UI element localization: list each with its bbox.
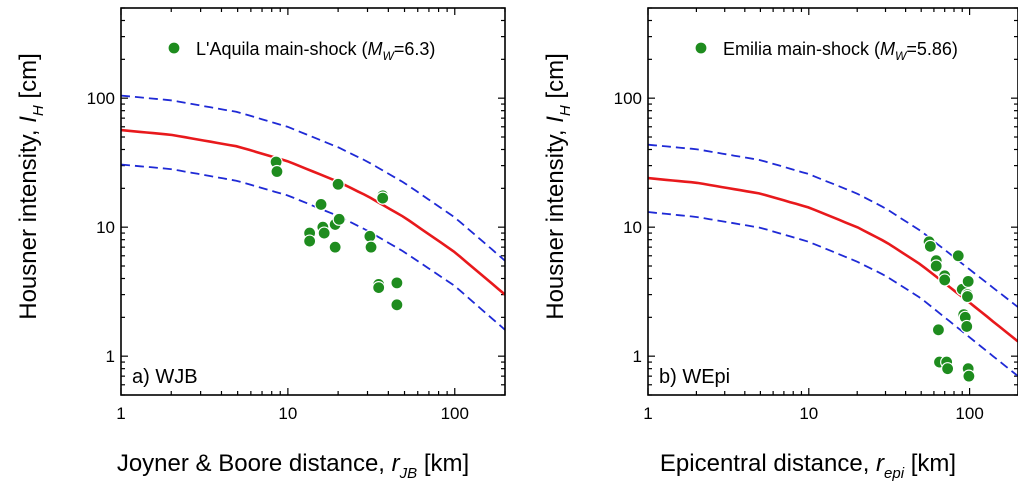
data-point <box>270 164 284 179</box>
x-tick-label: 10 <box>799 404 818 423</box>
data-point <box>960 289 975 304</box>
x-axis-symbol: r <box>392 450 401 477</box>
x-tick-label: 10 <box>278 404 297 423</box>
y-axis-symbol: I <box>15 116 42 123</box>
data-point <box>332 212 346 226</box>
plot-frame <box>120 7 506 396</box>
y-axis-unit: [cm] <box>15 53 42 105</box>
data-point <box>303 234 317 248</box>
data-point <box>951 249 965 263</box>
x-axis-label: Joyner & Boore distance, rJB [km] <box>117 450 469 481</box>
median-line <box>121 128 505 296</box>
y-tick-label: 1 <box>106 347 115 366</box>
ticks <box>647 7 1018 396</box>
lower-bound-line <box>648 211 1018 377</box>
legend-label: Emilia main-shock (MW=5.86) <box>723 39 958 63</box>
y-axis-symbol: I <box>542 116 569 123</box>
chart-panel-1: 1 10 100 1 10 100 a) WJB L'Aquila main-shock (M… <box>15 7 506 481</box>
median-line <box>648 176 1018 343</box>
x-tick-label: 1 <box>643 404 652 423</box>
legend-text: Emilia main-shock ( <box>723 39 880 59</box>
lower-bound-line <box>121 163 505 331</box>
legend-subscript: W <box>895 49 908 63</box>
data-point <box>923 239 937 253</box>
y-tick-label: 1 <box>633 347 642 366</box>
ticks <box>120 7 506 396</box>
data-point <box>931 323 946 337</box>
y-tick-label: 100 <box>87 89 115 108</box>
y-axis-label-text: Housner intensity, <box>542 123 569 320</box>
legend-symbol: M <box>368 39 383 59</box>
data-point <box>364 240 378 254</box>
data-points <box>922 235 976 383</box>
x-axis-symbol: r <box>876 450 885 477</box>
data-point <box>331 177 345 191</box>
x-axis-label-text: Joyner & Boore distance, <box>117 450 392 477</box>
data-point <box>962 369 976 383</box>
data-point <box>938 273 952 287</box>
legend-label: L'Aquila main-shock (MW=6.3) <box>196 39 435 63</box>
panel-label: b) WEpi <box>659 366 730 388</box>
y-axis-subscript: H <box>30 105 47 116</box>
data-point <box>376 191 390 205</box>
legend-rest: =6.3) <box>394 39 436 59</box>
x-axis-label-text: Epicentral distance, <box>660 450 876 477</box>
data-point <box>941 362 955 376</box>
legend-subscript: W <box>383 49 396 63</box>
legend-marker <box>167 41 181 55</box>
y-axis-subscript: H <box>557 105 574 116</box>
data-point <box>314 197 328 212</box>
x-axis-subscript: JB <box>399 465 418 481</box>
x-axis-unit: [km] <box>417 450 469 477</box>
y-axis-label-text: Housner intensity, <box>15 123 42 320</box>
data-point <box>929 259 943 273</box>
x-tick-label: 1 <box>116 404 125 423</box>
legend-symbol: M <box>880 39 895 59</box>
data-point <box>372 281 386 295</box>
x-axis-label: Epicentral distance, repi [km] <box>660 450 956 481</box>
legend-marker <box>694 41 708 55</box>
y-axis-label: Housner intensity, IH [cm] <box>15 53 47 320</box>
x-tick-label: 100 <box>955 404 983 423</box>
y-tick-label: 10 <box>623 218 642 237</box>
chart-panel-2: 1 10 100 1 10 100 b) WEpi Emilia main-shock (MW… <box>542 7 1018 481</box>
upper-bound-line <box>648 143 1018 308</box>
panel-label: a) WJB <box>132 366 198 388</box>
legend-rest: =5.86) <box>906 39 958 59</box>
plot-frame <box>647 7 1018 396</box>
x-axis-unit: [km] <box>904 450 956 477</box>
data-point <box>961 274 975 288</box>
x-axis-subscript: epi <box>884 465 905 481</box>
y-axis-unit: [cm] <box>542 53 569 105</box>
legend-text: L'Aquila main-shock ( <box>196 39 368 59</box>
data-point <box>363 229 377 243</box>
upper-bound-line <box>121 94 505 262</box>
y-tick-label: 10 <box>96 218 115 237</box>
data-point <box>390 298 404 312</box>
data-point <box>317 226 331 240</box>
x-tick-label: 100 <box>441 404 469 423</box>
data-points <box>269 155 404 312</box>
data-point <box>390 276 404 290</box>
data-point <box>960 319 974 334</box>
data-point <box>328 240 342 254</box>
y-axis-label: Housner intensity, IH [cm] <box>542 53 574 320</box>
y-tick-label: 100 <box>614 89 642 108</box>
